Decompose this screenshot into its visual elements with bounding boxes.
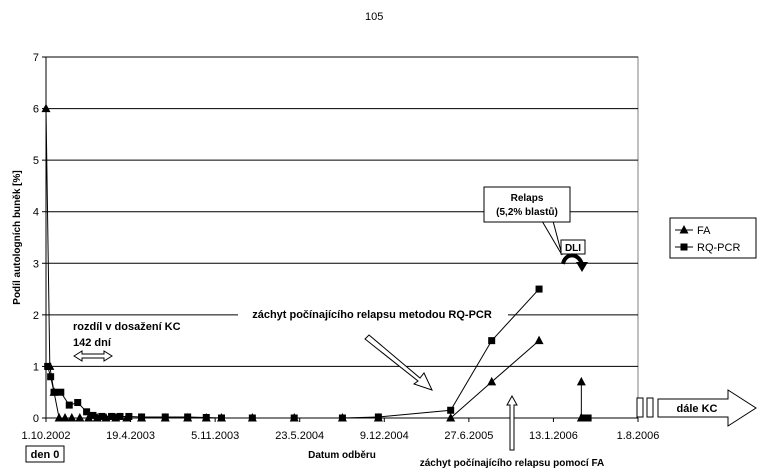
x-tick-label: 27.6.2005 <box>444 430 493 442</box>
data-point <box>138 413 146 421</box>
x-tick-label: 1.8.2006 <box>617 430 660 442</box>
data-point <box>89 411 97 419</box>
y-axis-title: Podíl autologních buněk [%] <box>12 170 23 304</box>
data-point <box>534 335 544 345</box>
data-point <box>447 406 455 414</box>
dli-arrow-arc <box>561 253 584 265</box>
fa-arrow <box>506 394 518 451</box>
data-point <box>161 413 169 421</box>
annotation-difference: rozdíl v dosažení KC <box>73 321 181 333</box>
y-tick-label: 2 <box>33 310 39 322</box>
data-point <box>374 413 382 421</box>
dli-label: DLI <box>565 243 581 254</box>
data-point <box>44 362 52 370</box>
data-point <box>446 413 456 422</box>
relapse-label: Relaps <box>511 193 544 204</box>
data-point <box>584 414 592 422</box>
legend-label: FA <box>697 225 711 237</box>
y-tick-label: 7 <box>33 52 39 64</box>
data-point <box>576 376 586 386</box>
data-point <box>74 399 82 407</box>
data-point <box>83 408 91 416</box>
data-point <box>50 388 58 396</box>
data-point <box>679 225 689 234</box>
y-tick-label: 6 <box>33 104 39 116</box>
y-tick-label: 3 <box>33 258 39 270</box>
double-arrow <box>73 350 113 362</box>
data-point <box>488 337 496 345</box>
data-point <box>108 412 116 420</box>
x-tick-label: 9.12.2004 <box>360 430 409 442</box>
data-point <box>54 413 64 422</box>
data-point <box>680 243 688 251</box>
data-point <box>47 373 55 381</box>
data-point <box>248 414 256 422</box>
legend: FA RQ-PCR <box>669 217 757 259</box>
annotation-rq-pcr: záchyt počínajícího relapsu metodou RQ-P… <box>252 309 492 321</box>
data-point <box>487 376 497 386</box>
data-point <box>98 412 106 420</box>
axis-break <box>636 397 644 418</box>
day-zero-label: den 0 <box>31 449 60 461</box>
annotations: rozdíl v dosažení KC 142 dní den 0 záchyt p… <box>25 186 757 468</box>
data-point <box>75 413 85 422</box>
data-point <box>65 401 73 409</box>
series-rq-pcr <box>44 285 592 422</box>
x-tick-label: 23.5.2004 <box>275 430 324 442</box>
relapse-callout <box>483 186 571 223</box>
data-point <box>184 413 192 421</box>
x-axis-title: Datum odběru <box>308 450 376 461</box>
legend-box <box>669 217 757 259</box>
rq-pcr-label-bg <box>238 306 508 322</box>
x-tick-label: 5.11.2003 <box>191 430 239 442</box>
page-number: 105 <box>365 11 384 23</box>
grid <box>45 56 639 419</box>
continue-arrow <box>657 389 757 427</box>
data-point <box>217 414 225 422</box>
axes: 0 1 2 3 4 5 6 7 1.10.2002 19.4.2003 5.11.2003 23.5.… <box>12 52 659 461</box>
axis-break <box>646 397 654 418</box>
data-point <box>338 414 346 422</box>
relapse-callout-pointer <box>541 220 563 256</box>
data-point <box>84 413 94 422</box>
x-tick-label: 13.1.2006 <box>529 430 578 442</box>
annotation-days: 142 dní <box>73 337 112 349</box>
data-point <box>116 412 124 420</box>
data-point <box>202 413 210 421</box>
plot-area <box>45 56 639 419</box>
x-tick-label: 19.4.2003 <box>106 430 155 442</box>
data-point <box>60 413 70 422</box>
data-point <box>535 285 543 293</box>
continue-label: dále KC <box>677 403 718 415</box>
data-point <box>67 413 77 422</box>
x-tick-label: 1.10.2002 <box>22 430 71 442</box>
data-point <box>579 414 587 422</box>
y-tick-label: 0 <box>33 413 39 425</box>
relapse-blasts: (5,2% blastů) <box>496 206 558 218</box>
y-tick-label: 4 <box>33 207 39 219</box>
legend-label: RQ-PCR <box>697 242 740 254</box>
annotation-fa: záchyt počínajícího relapsu pomocí FA <box>420 458 604 468</box>
data-point <box>41 103 51 113</box>
dli-arrow-head <box>576 262 588 272</box>
series-group <box>41 103 592 422</box>
day-zero-box <box>25 445 65 463</box>
data-point <box>57 388 65 396</box>
y-tick-label: 1 <box>33 361 39 373</box>
data-point <box>125 412 133 420</box>
data-point <box>290 414 298 422</box>
y-tick-label: 5 <box>33 155 39 167</box>
rq-pcr-arrow <box>364 334 433 391</box>
